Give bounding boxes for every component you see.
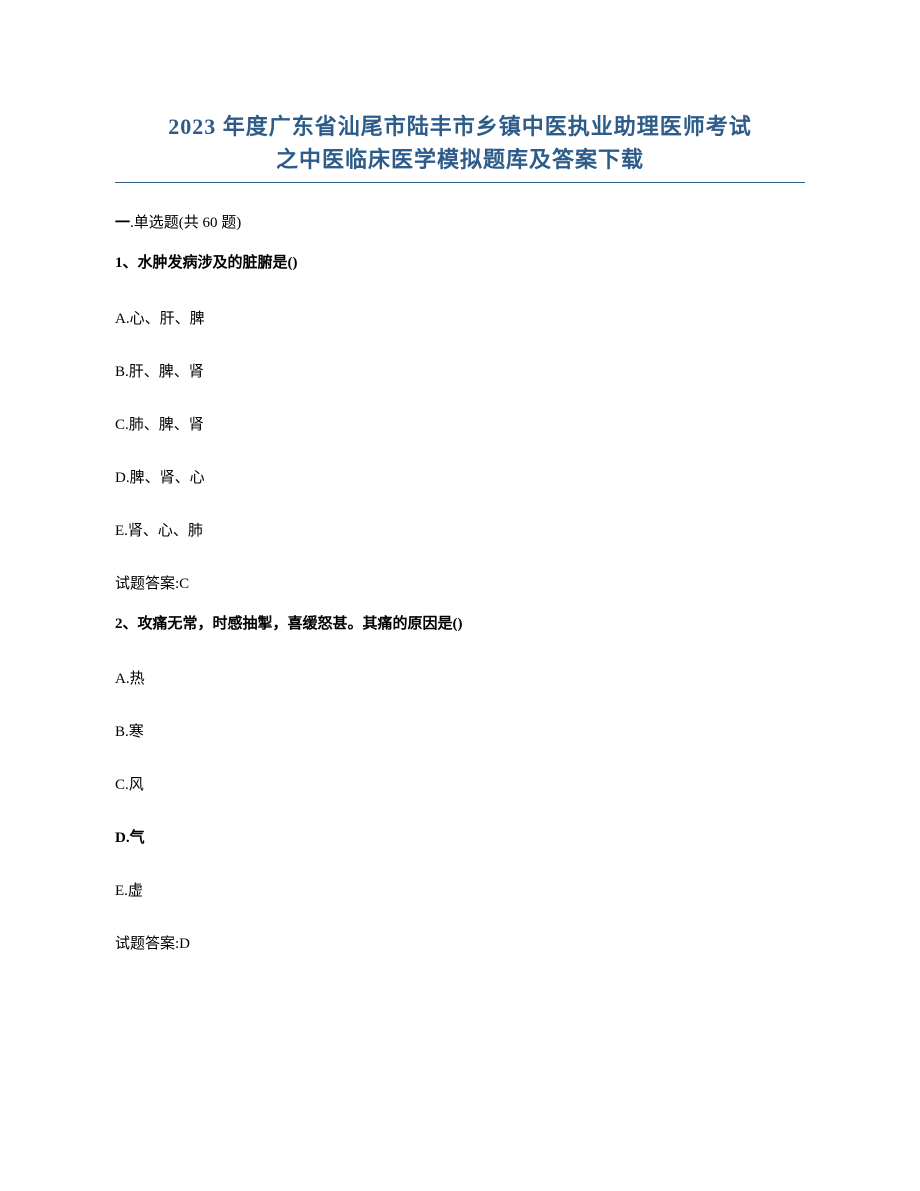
option-text: 心、肝、脾 (130, 311, 205, 327)
question-body: 水肿发病涉及的脏腑是() (138, 255, 298, 271)
section-header: 一.单选题(共 60 题) (115, 211, 805, 232)
option-text: 脾、肾、心 (130, 470, 205, 486)
question-stem: 1、水肿发病涉及的脏腑是() (115, 252, 805, 275)
option-key: E. (115, 883, 128, 899)
option-text: 肺、脾、肾 (129, 417, 204, 433)
answer-line: 试题答案:C (115, 572, 805, 593)
question-2: 2、攻痛无常，时感抽掣，喜缓怒甚。其痛的原因是() A.热 B.寒 C.风 D.… (115, 613, 805, 954)
option-a: A.心、肝、脾 (115, 307, 805, 328)
option-key: E. (115, 523, 128, 539)
option-key: C. (115, 777, 129, 793)
option-key: C. (115, 417, 129, 433)
section-label: .单选题(共 60 题) (130, 215, 241, 231)
question-1: 1、水肿发病涉及的脏腑是() A.心、肝、脾 B.肝、脾、肾 C.肺、脾、肾 D… (115, 252, 805, 593)
option-key: A. (115, 311, 130, 327)
question-number: 2、 (115, 616, 138, 632)
question-body: 攻痛无常，时感抽掣，喜缓怒甚。其痛的原因是() (138, 616, 463, 632)
option-key: B. (115, 364, 129, 380)
option-key: A. (115, 671, 130, 687)
option-c: C.肺、脾、肾 (115, 413, 805, 434)
answer-line: 试题答案:D (115, 932, 805, 953)
option-text: 寒 (129, 724, 144, 740)
title-line-2: 之中医临床医学模拟题库及答案下载 (115, 143, 805, 176)
answer-label: 试题答案: (115, 936, 179, 952)
option-e: E.虚 (115, 879, 805, 900)
answer-value: D (179, 936, 190, 952)
option-c: C.风 (115, 773, 805, 794)
option-e: E.肾、心、肺 (115, 519, 805, 540)
option-text: 肝、脾、肾 (129, 364, 204, 380)
option-text: 虚 (128, 883, 143, 899)
answer-label: 试题答案: (115, 576, 179, 592)
option-text: 热 (130, 671, 145, 687)
option-text: 风 (129, 777, 144, 793)
option-key: D. (115, 470, 130, 486)
option-a: A.热 (115, 667, 805, 688)
question-number: 1、 (115, 255, 138, 271)
option-key: D. (115, 830, 130, 846)
option-d: D.气 (115, 826, 805, 847)
option-key: B. (115, 724, 129, 740)
title-line-1: 2023 年度广东省汕尾市陆丰市乡镇中医执业助理医师考试 (115, 110, 805, 143)
answer-value: C (179, 576, 189, 592)
option-d: D.脾、肾、心 (115, 466, 805, 487)
question-stem: 2、攻痛无常，时感抽掣，喜缓怒甚。其痛的原因是() (115, 613, 805, 636)
option-b: B.肝、脾、肾 (115, 360, 805, 381)
option-text: 气 (130, 830, 145, 846)
document-title-block: 2023 年度广东省汕尾市陆丰市乡镇中医执业助理医师考试 之中医临床医学模拟题库… (115, 110, 805, 183)
option-text: 肾、心、肺 (128, 523, 203, 539)
option-b: B.寒 (115, 720, 805, 741)
section-prefix: 一 (115, 215, 130, 231)
